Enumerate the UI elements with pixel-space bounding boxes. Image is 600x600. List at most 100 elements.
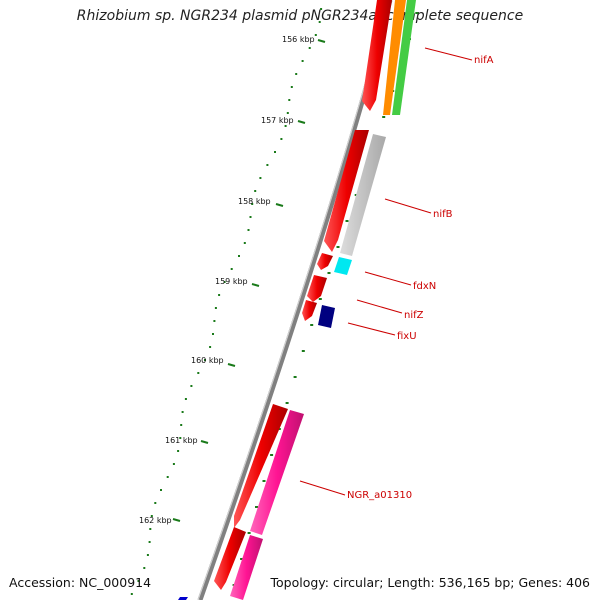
label-leader xyxy=(299,480,346,496)
gc-dot xyxy=(148,541,151,543)
gc-dot xyxy=(247,229,250,231)
gc-dot xyxy=(213,320,216,322)
gc-dot xyxy=(243,242,246,244)
gene-label-fdxN: fdxN xyxy=(413,281,436,292)
gc-dot xyxy=(181,411,184,413)
gc-dot xyxy=(214,307,217,309)
gc-dot xyxy=(197,372,200,374)
gene-block-grey xyxy=(340,134,386,256)
label-leader xyxy=(384,198,432,214)
gc-dash xyxy=(336,246,340,248)
gc-dot xyxy=(288,99,291,101)
gc-dash xyxy=(382,116,386,118)
gc-dot xyxy=(251,203,254,205)
backbone-highlight xyxy=(197,0,389,600)
gc-dot xyxy=(290,86,293,88)
gc-dot xyxy=(160,489,162,491)
tick-mark xyxy=(251,283,260,287)
gene-block-pink xyxy=(250,410,304,535)
tick-mark xyxy=(297,120,306,124)
gc-dot xyxy=(180,424,183,426)
gc-dot xyxy=(137,580,140,582)
accession-text: Accession: NC_000914 xyxy=(9,575,152,590)
gc-dash xyxy=(255,506,258,508)
gene-track xyxy=(178,0,416,600)
gene-label-nifZ: nifZ xyxy=(404,310,424,321)
gene-label-ngr-a01310: NGR_a01310 xyxy=(347,490,412,501)
gc-dash xyxy=(318,298,322,300)
tick-label: 161 kbp xyxy=(165,436,198,445)
tick-mark xyxy=(275,203,284,207)
tick-label: 157 kbp xyxy=(261,116,294,125)
tick-mark xyxy=(200,440,209,444)
backbone-arc xyxy=(197,0,393,600)
gc-dash xyxy=(285,402,289,404)
gc-dot xyxy=(284,125,287,127)
gc-dot xyxy=(295,73,298,75)
gc-dot xyxy=(218,294,221,296)
gc-dot xyxy=(249,216,252,218)
gc-dot xyxy=(230,268,233,270)
gc-dot xyxy=(223,281,226,283)
cds-arrow xyxy=(234,404,288,528)
label-leader xyxy=(356,299,403,314)
gc-dot xyxy=(149,528,152,530)
gc-dot xyxy=(209,346,212,348)
tick-mark xyxy=(317,39,326,43)
topology-summary: Topology: circular; Length: 536,165 bp; … xyxy=(270,575,591,590)
tick-group: 156 kbp 157 kbp 158 kbp 159 kbp 160 kbp … xyxy=(139,35,326,525)
tick-label: 159 kbp xyxy=(215,277,248,286)
gc-dot xyxy=(314,34,317,36)
label-leader xyxy=(347,322,396,336)
gc-dash xyxy=(247,532,251,534)
tick-label: 156 kbp xyxy=(282,35,315,44)
gc-dot xyxy=(150,515,153,517)
gc-dot xyxy=(179,437,182,439)
gc-dot xyxy=(143,567,146,569)
label-leader xyxy=(424,47,473,61)
gc-dash xyxy=(293,376,297,378)
gc-dot xyxy=(204,359,206,361)
gene-label-nifB: nifB xyxy=(433,209,453,220)
tick-label: 158 kbp xyxy=(238,197,271,206)
gc-dot xyxy=(172,463,175,465)
gene-block-cyan xyxy=(334,257,352,275)
gc-dash xyxy=(262,480,266,482)
gc-dash xyxy=(270,454,274,456)
gc-dot xyxy=(154,502,157,504)
gc-dot xyxy=(212,333,214,335)
gc-dash xyxy=(310,324,314,326)
gc-dot xyxy=(130,593,133,595)
cds-arrow xyxy=(302,300,317,321)
gc-dot xyxy=(238,255,240,257)
gene-label-fixU: fixU xyxy=(397,331,417,342)
gc-dot xyxy=(301,60,304,62)
gene-block-green xyxy=(392,0,416,115)
gc-dot xyxy=(286,112,289,114)
gc-dot xyxy=(190,385,193,387)
cds-arrow xyxy=(362,0,392,111)
gc-dash xyxy=(301,350,305,352)
gene-labels: nifA nifB fdxN nifZ fixU NGR_a01310 xyxy=(299,47,494,501)
gc-dot xyxy=(166,476,169,478)
cds-track xyxy=(214,0,392,590)
label-leader xyxy=(364,271,412,286)
gc-dot xyxy=(308,47,311,49)
gc-dash xyxy=(345,220,349,222)
gc-dash xyxy=(327,272,331,274)
cds-arrow xyxy=(307,275,327,302)
gc-dot xyxy=(177,450,180,452)
gc-dot xyxy=(146,554,149,556)
gc-dash xyxy=(415,12,419,14)
gc-dot xyxy=(254,190,257,192)
gc-dot xyxy=(274,151,276,153)
gene-block-pink xyxy=(230,535,263,600)
gc-dash xyxy=(240,558,244,560)
tick-mark xyxy=(227,363,236,367)
gc-dot xyxy=(259,177,262,179)
tick-mark xyxy=(172,518,181,522)
gc-dot xyxy=(320,8,323,10)
gene-block-navy xyxy=(318,305,335,328)
